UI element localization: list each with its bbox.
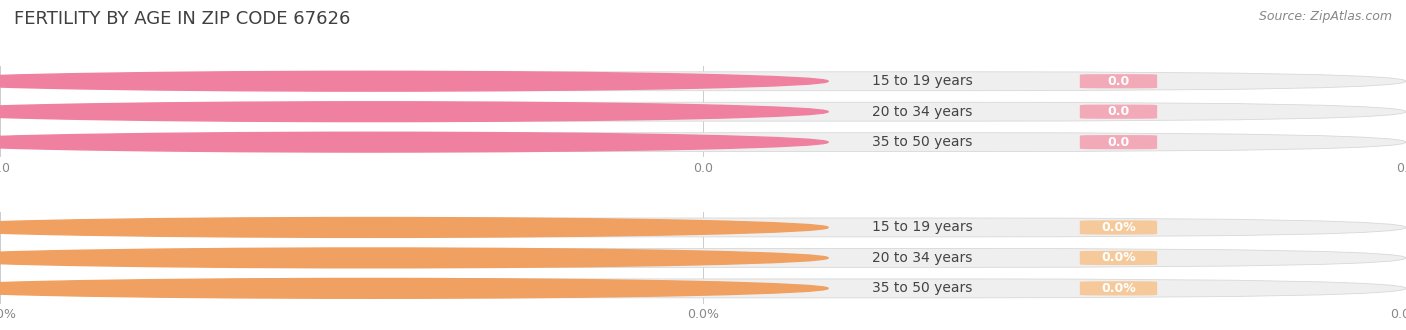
FancyBboxPatch shape <box>0 102 1406 121</box>
Circle shape <box>0 71 828 91</box>
Text: FERTILITY BY AGE IN ZIP CODE 67626: FERTILITY BY AGE IN ZIP CODE 67626 <box>14 10 350 28</box>
FancyBboxPatch shape <box>1080 135 1157 149</box>
Circle shape <box>0 132 828 152</box>
Text: 0.0: 0.0 <box>1108 136 1129 148</box>
FancyBboxPatch shape <box>1080 105 1157 119</box>
Text: 0.0: 0.0 <box>1108 75 1129 88</box>
FancyBboxPatch shape <box>0 248 1406 267</box>
Text: 15 to 19 years: 15 to 19 years <box>872 220 973 234</box>
Text: 0.0%: 0.0% <box>1101 251 1136 264</box>
FancyBboxPatch shape <box>0 72 1406 91</box>
Text: 35 to 50 years: 35 to 50 years <box>872 281 972 295</box>
FancyBboxPatch shape <box>1080 281 1157 295</box>
Circle shape <box>0 102 828 122</box>
FancyBboxPatch shape <box>0 133 1406 151</box>
FancyBboxPatch shape <box>1080 74 1157 88</box>
FancyBboxPatch shape <box>0 279 1406 298</box>
Text: 15 to 19 years: 15 to 19 years <box>872 74 973 88</box>
Text: 20 to 34 years: 20 to 34 years <box>872 105 972 119</box>
FancyBboxPatch shape <box>0 218 1406 237</box>
Text: 35 to 50 years: 35 to 50 years <box>872 135 972 149</box>
Text: 0.0%: 0.0% <box>1101 221 1136 234</box>
Circle shape <box>0 248 828 268</box>
Text: 0.0: 0.0 <box>1108 105 1129 118</box>
Text: 0.0%: 0.0% <box>1101 282 1136 295</box>
FancyBboxPatch shape <box>1080 220 1157 235</box>
Text: Source: ZipAtlas.com: Source: ZipAtlas.com <box>1258 10 1392 23</box>
FancyBboxPatch shape <box>1080 251 1157 265</box>
Circle shape <box>0 217 828 237</box>
Text: 20 to 34 years: 20 to 34 years <box>872 251 972 265</box>
Circle shape <box>0 279 828 298</box>
